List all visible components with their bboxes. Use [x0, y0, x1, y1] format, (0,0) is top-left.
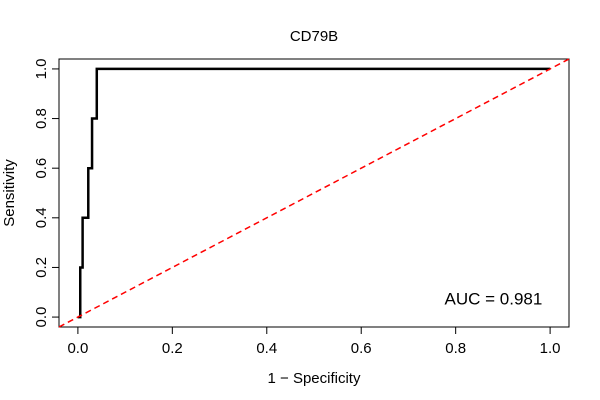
y-axis-label: Sensitivity	[1, 159, 18, 227]
x-axis: 0.0 0.2 0.4 0.6 0.8 1.0	[67, 326, 561, 357]
y-tick-label: 1.0	[33, 58, 50, 79]
series-layer	[58, 58, 570, 328]
y-tick-label: 0.8	[33, 108, 50, 129]
x-tick-label: 0.0	[67, 340, 88, 357]
x-tick-label: 0.6	[351, 340, 372, 357]
plot-frame	[58, 58, 570, 328]
x-tick-label: 1.0	[540, 340, 561, 357]
chart-title: CD79B	[290, 28, 338, 45]
y-tick-label: 0.2	[33, 257, 50, 278]
x-axis-label: 1 − Specificity	[268, 370, 361, 387]
reference-diagonal-line	[58, 58, 570, 328]
x-tick-label: 0.8	[445, 340, 466, 357]
x-tick-label: 0.4	[256, 340, 277, 357]
y-tick-label: 0.0	[33, 307, 50, 328]
auc-annotation: AUC = 0.981	[445, 290, 543, 309]
x-tick-label: 0.2	[162, 340, 183, 357]
y-axis: 0.0 0.2 0.4 0.6 0.8 1.0	[33, 58, 60, 328]
roc-curve-line	[77, 67, 551, 319]
annotation-layer: AUC = 0.981	[445, 290, 543, 309]
y-tick-label: 0.4	[33, 207, 50, 228]
y-tick-label: 0.6	[33, 158, 50, 179]
